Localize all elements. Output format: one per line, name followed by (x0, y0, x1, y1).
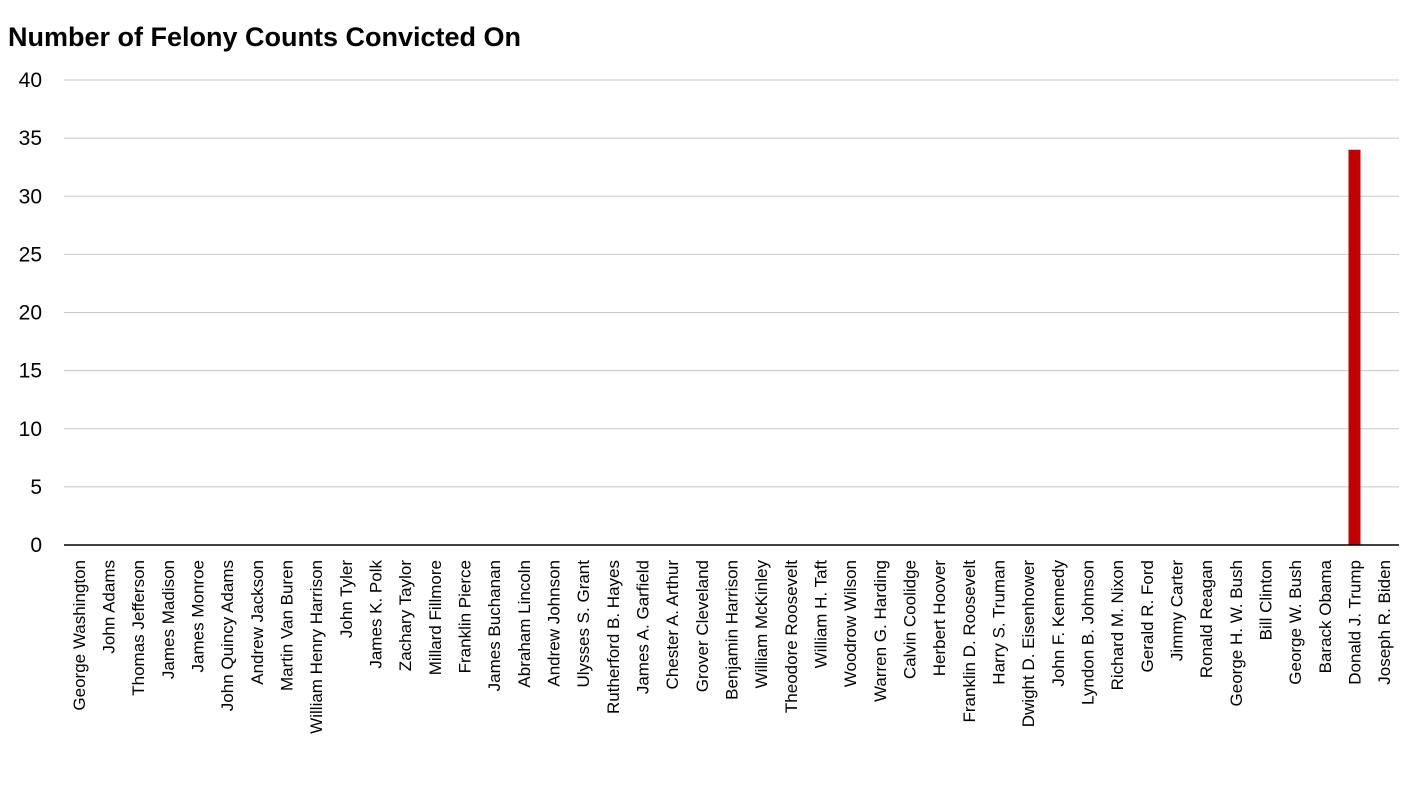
y-axis-ticks: 0 5 10 15 20 25 30 35 40 (19, 69, 42, 557)
x-tick-label: James Monroe (189, 560, 208, 672)
x-tick-label: Thomas Jefferson (129, 560, 148, 696)
x-tick-label: Franklin D. Roosevelt (960, 560, 979, 723)
x-tick-label: George W. Bush (1286, 560, 1305, 685)
x-tick-label: Zachary Taylor (396, 560, 415, 672)
x-tick-label: William H. Taft (812, 560, 831, 669)
y-tick-label: 0 (30, 534, 42, 557)
x-tick-label: Andrew Jackson (248, 560, 267, 685)
y-tick-label: 20 (19, 302, 42, 325)
x-tick-label: Woodrow Wilson (841, 560, 860, 687)
x-tick-label: Franklin Pierce (456, 560, 475, 673)
x-tick-label: Donald J. Trump (1346, 560, 1365, 685)
x-tick-label: Lyndon B. Johnson (1079, 560, 1098, 705)
x-tick-label: Joseph R. Biden (1375, 560, 1394, 685)
x-tick-label: Abraham Lincoln (515, 560, 534, 688)
x-tick-label: John Quincy Adams (218, 560, 237, 711)
x-tick-label: Barack Obama (1316, 559, 1335, 673)
x-tick-label: Grover Cleveland (693, 560, 712, 692)
y-tick-label: 15 (19, 360, 42, 383)
x-tick-label: William McKinley (752, 560, 771, 689)
x-tick-label: James K. Polk (367, 560, 386, 669)
x-tick-label: John Adams (100, 560, 119, 654)
x-tick-label: Jimmy Carter (1168, 560, 1187, 661)
x-tick-label: Millard Fillmore (426, 560, 445, 675)
x-tick-label: Ronald Reagan (1197, 560, 1216, 678)
x-tick-label: Theodore Roosevelt (782, 560, 801, 713)
x-tick-label: Rutherford B. Hayes (604, 560, 623, 714)
bar (1348, 149, 1361, 545)
x-tick-label: Benjamin Harrison (723, 560, 742, 700)
x-tick-label: James A. Garfield (634, 560, 653, 694)
bars (1348, 149, 1361, 545)
x-tick-label: George H. W. Bush (1227, 560, 1246, 706)
chart-title: Number of Felony Counts Convicted On (8, 22, 521, 52)
x-tick-label: Andrew Johnson (545, 560, 564, 687)
x-tick-label: Ulysses S. Grant (574, 560, 593, 688)
y-tick-label: 5 (30, 476, 42, 499)
x-tick-label: Gerald R. Ford (1138, 560, 1157, 672)
gridlines (64, 79, 1399, 488)
x-axis-ticks: George Washington John Adams Thomas Jeffer… (70, 559, 1394, 733)
x-tick-label: Calvin Coolidge (901, 560, 920, 679)
x-tick-label: John Tyler (337, 560, 356, 638)
y-tick-label: 25 (19, 243, 42, 266)
x-tick-label: Bill Clinton (1257, 560, 1276, 640)
x-tick-label: Dwight D. Eisenhower (1019, 560, 1038, 728)
x-tick-label: James Buchanan (485, 560, 504, 691)
x-tick-label: George Washington (70, 560, 89, 711)
x-tick-label: John F. Kennedy (1049, 560, 1068, 687)
x-tick-label: James Madison (159, 560, 178, 679)
x-tick-label: Warren G. Harding (871, 560, 890, 702)
y-tick-label: 10 (19, 418, 42, 441)
y-tick-label: 30 (19, 185, 42, 208)
x-tick-label: Chester A. Arthur (663, 560, 682, 690)
x-tick-label: Richard M. Nixon (1108, 560, 1127, 690)
x-tick-label: William Henry Harrison (307, 560, 326, 734)
x-tick-label: Martin Van Buren (278, 560, 297, 691)
y-tick-label: 35 (19, 127, 42, 150)
y-tick-label: 40 (19, 69, 42, 92)
x-tick-label: Herbert Hoover (930, 560, 949, 677)
x-tick-label: Harry S. Truman (990, 560, 1009, 685)
